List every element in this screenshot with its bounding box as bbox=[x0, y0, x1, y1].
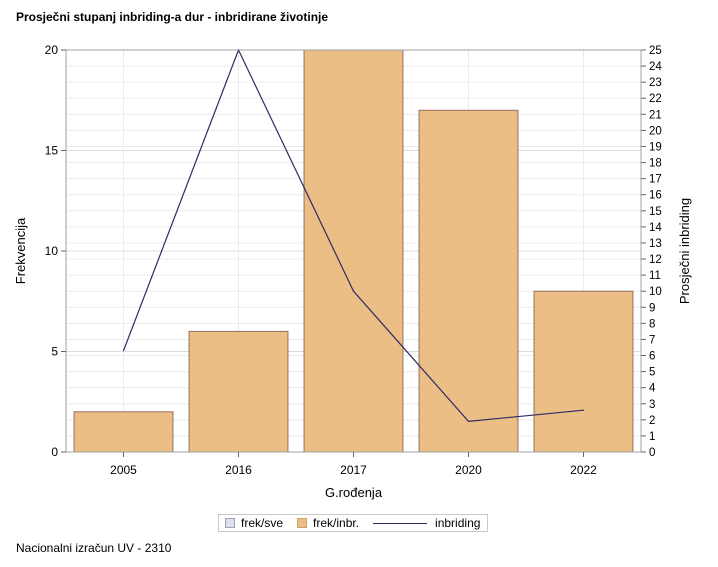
chart-title: Prosječni stupanj inbriding-a dur - inbr… bbox=[16, 10, 329, 24]
y2-tick-label: 8 bbox=[649, 318, 655, 330]
y2-tick-label: 19 bbox=[649, 141, 662, 153]
y2-tick-label: 5 bbox=[649, 367, 655, 379]
bar-2017 bbox=[303, 49, 404, 453]
y2-tick-label: 17 bbox=[649, 174, 662, 186]
chart-svg: 0510152001234567891011121314151617181920… bbox=[13, 43, 692, 500]
y2-tick-label: 6 bbox=[649, 351, 655, 363]
x-tick-label: 2020 bbox=[455, 463, 482, 477]
y2-tick-label: 0 bbox=[649, 447, 655, 459]
point-inbriding-2022 bbox=[582, 409, 585, 411]
y2-axis-label: Prosječni inbriding bbox=[677, 198, 692, 304]
bar-2005 bbox=[73, 411, 174, 453]
axis-layer: 0510152001234567891011121314151617181920… bbox=[45, 43, 663, 477]
y2-tick-label: 7 bbox=[649, 334, 655, 346]
y2-tick-label: 15 bbox=[649, 206, 662, 218]
y2-tick-label: 1 bbox=[649, 431, 655, 443]
x-axis-label: G.rođenja bbox=[325, 485, 383, 500]
y2-tick-label: 3 bbox=[649, 399, 655, 411]
x-tick-label: 2016 bbox=[225, 463, 252, 477]
footnote: Nacionalni izračun UV - 2310 bbox=[16, 541, 172, 555]
y2-tick-label: 4 bbox=[649, 383, 656, 395]
x-tick-label: 2005 bbox=[110, 463, 137, 477]
y-tick-label: 5 bbox=[51, 345, 58, 359]
y-tick-label: 15 bbox=[45, 144, 59, 158]
legend-item-0: frek/sve bbox=[225, 516, 283, 530]
legend-line-swatch bbox=[373, 522, 428, 524]
y2-tick-label: 10 bbox=[649, 286, 662, 298]
x-tick-label: 2017 bbox=[340, 463, 367, 477]
legend-label: frek/inbr. bbox=[313, 516, 360, 530]
y2-tick-label: 18 bbox=[649, 158, 662, 170]
legend-item-1: frek/inbr. bbox=[297, 516, 359, 530]
y2-tick-label: 21 bbox=[649, 109, 662, 121]
bar-layer bbox=[73, 49, 634, 453]
y2-tick-label: 24 bbox=[649, 61, 662, 73]
y2-tick-label: 2 bbox=[649, 415, 655, 427]
y2-tick-label: 13 bbox=[649, 238, 662, 250]
y-tick-label: 20 bbox=[45, 43, 59, 57]
point-inbriding-2005 bbox=[122, 350, 125, 352]
bar-2022 bbox=[533, 290, 634, 453]
y2-tick-label: 11 bbox=[649, 270, 661, 282]
legend-item-2: inbriding bbox=[373, 516, 480, 530]
y2-tick-label: 12 bbox=[649, 254, 662, 266]
legend-color-swatch bbox=[225, 518, 235, 528]
legend-color-swatch bbox=[297, 518, 308, 528]
y2-tick-label: 16 bbox=[649, 190, 662, 202]
legend-label: inbriding bbox=[435, 516, 481, 530]
y2-tick-label: 14 bbox=[649, 222, 662, 234]
y2-tick-label: 23 bbox=[649, 77, 662, 89]
point-inbriding-2017 bbox=[352, 290, 355, 292]
y2-tick-label: 22 bbox=[649, 93, 662, 105]
bar-2016 bbox=[188, 330, 289, 453]
legend: frek/sve frek/inbr. inbriding bbox=[218, 514, 488, 532]
y-tick-label: 10 bbox=[45, 244, 59, 258]
point-inbriding-2020 bbox=[467, 420, 470, 423]
x-tick-label: 2022 bbox=[570, 463, 597, 477]
bar-2020 bbox=[418, 109, 519, 453]
y2-tick-label: 25 bbox=[649, 45, 662, 57]
y-tick-label: 0 bbox=[51, 445, 58, 459]
y2-tick-label: 20 bbox=[649, 125, 662, 137]
y-axis-label: Frekvencija bbox=[13, 217, 28, 284]
legend-label: frek/sve bbox=[241, 516, 284, 530]
y2-tick-label: 9 bbox=[649, 302, 655, 314]
